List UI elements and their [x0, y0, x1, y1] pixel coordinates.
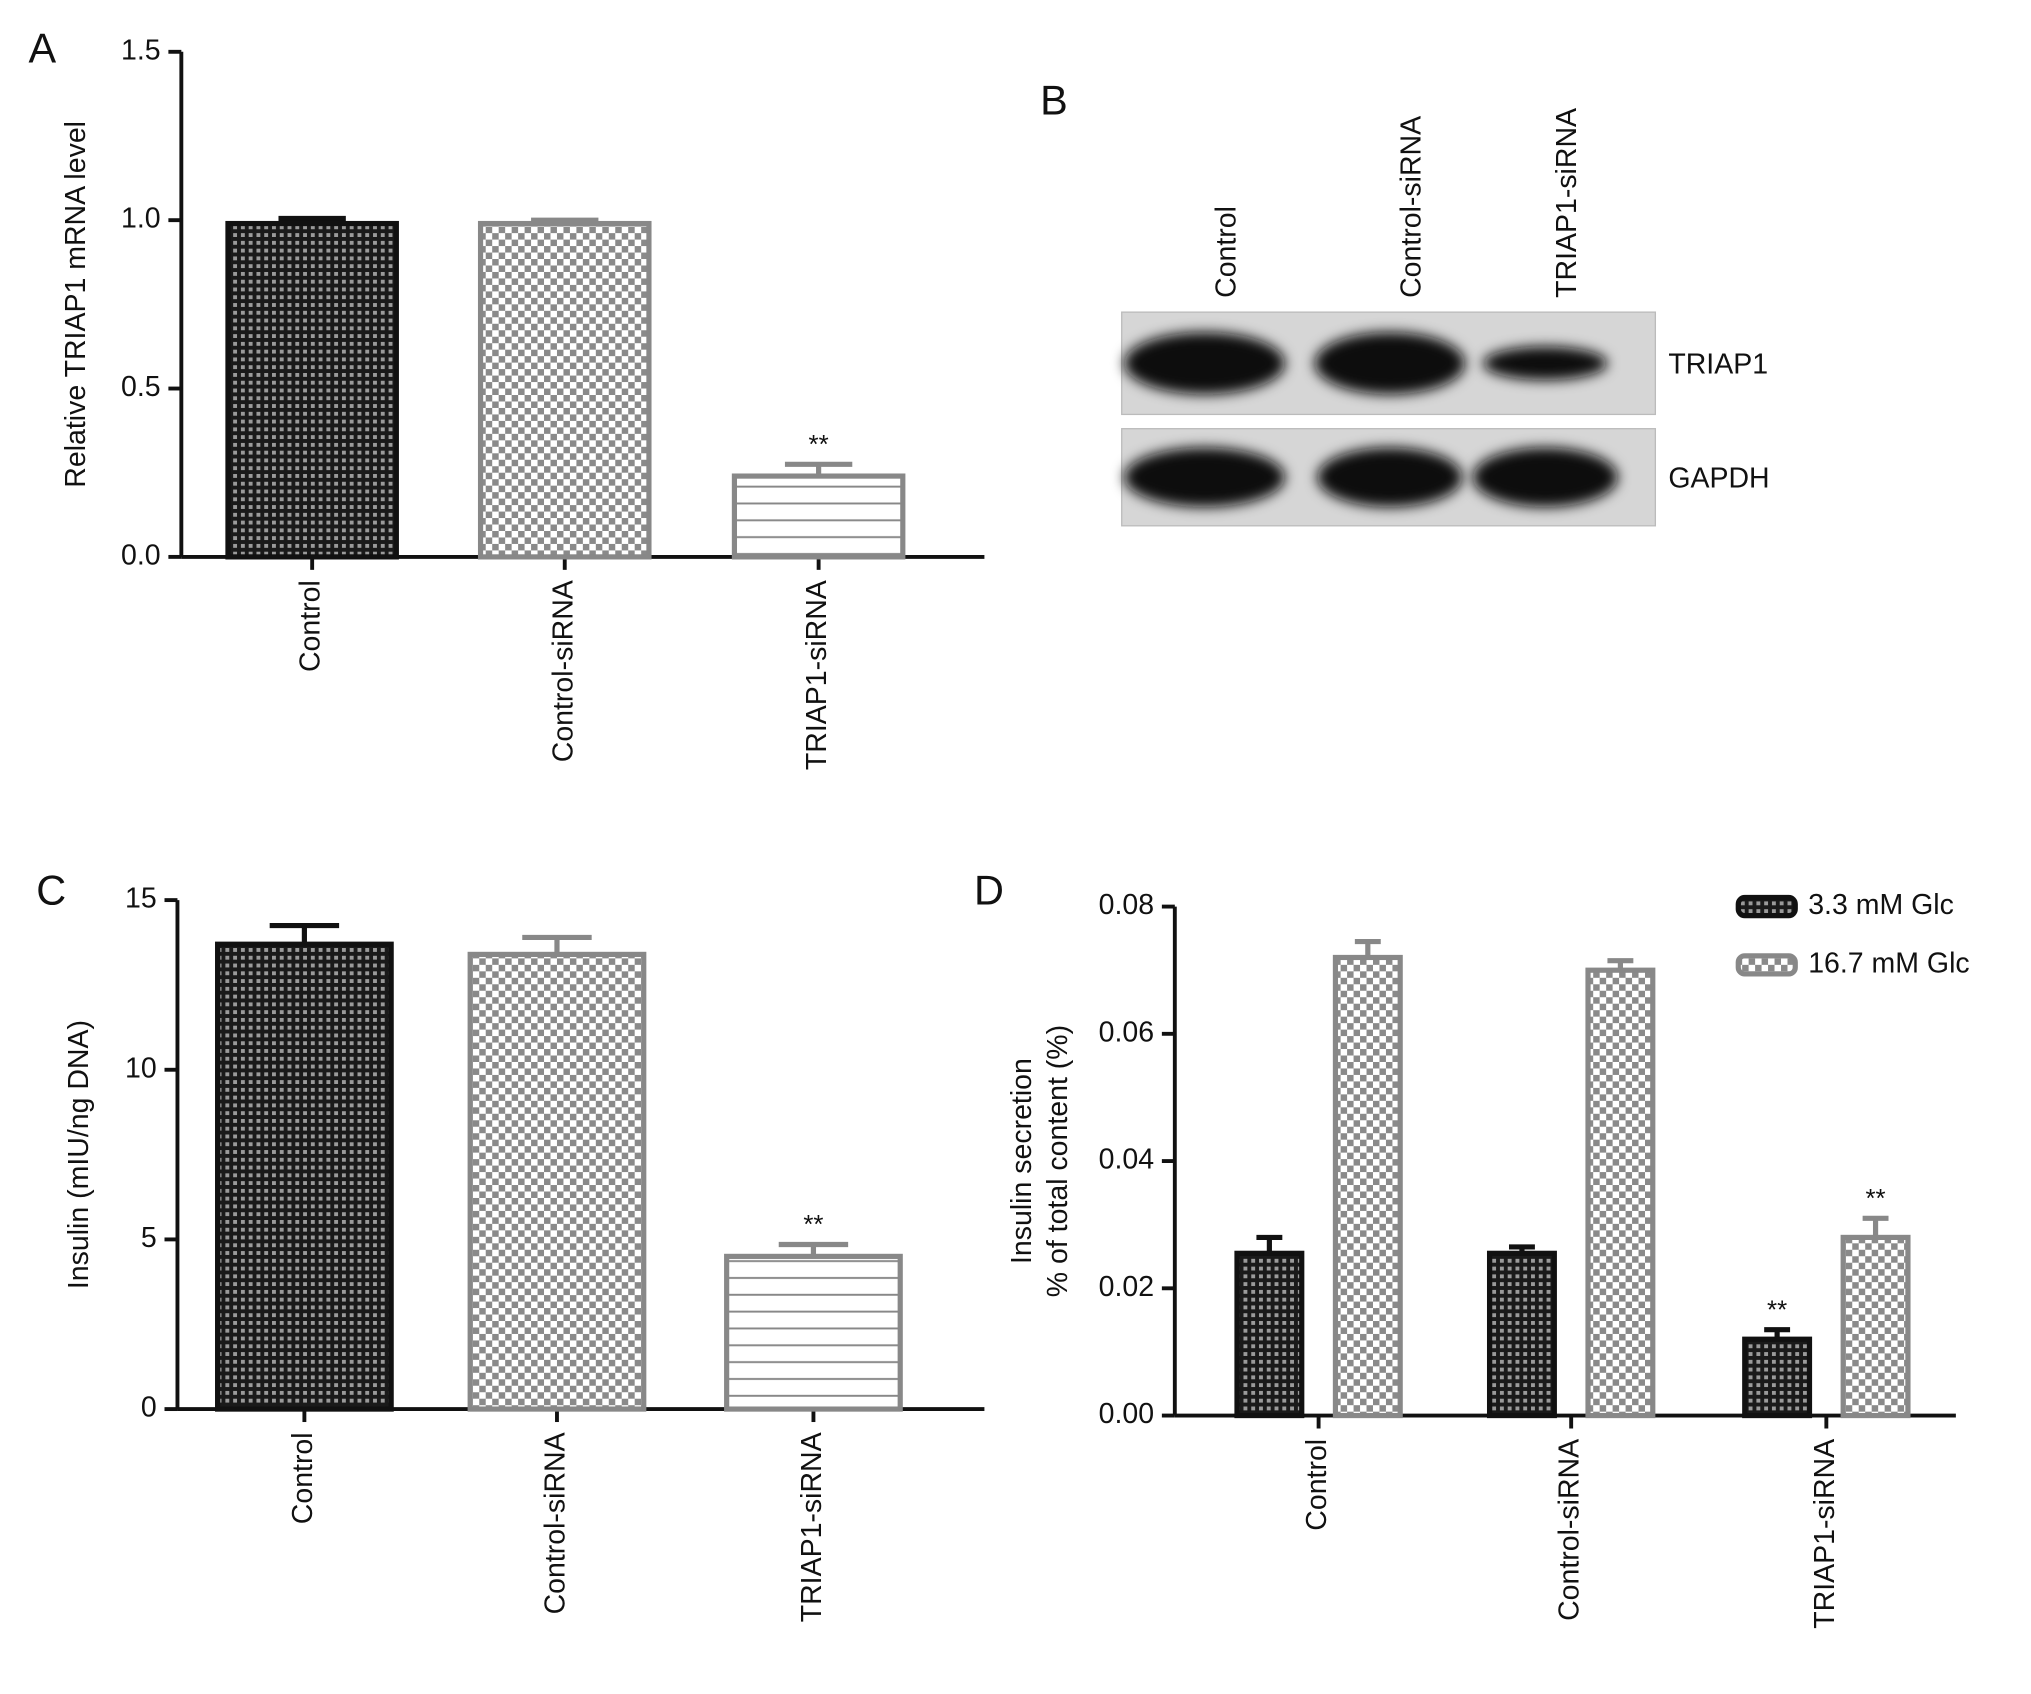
x-tick-label: Control-siRNA — [540, 1432, 572, 1614]
bar — [1742, 1336, 1813, 1419]
significance-label: ** — [809, 431, 829, 459]
y-axis-label: Insulin secretion — [1006, 1058, 1038, 1264]
legend-label: 16.7 mM Glc — [1808, 947, 1969, 979]
bar — [1234, 1250, 1305, 1419]
y-tick-label: 0.06 — [1099, 1016, 1154, 1048]
bar — [724, 1253, 903, 1412]
bar — [477, 220, 652, 560]
legend-swatch — [1735, 894, 1798, 919]
y-tick-label: 0 — [141, 1392, 157, 1424]
y-tick-label: 5 — [141, 1222, 157, 1254]
bar — [1332, 954, 1403, 1419]
lane-label: Control — [1210, 206, 1242, 298]
x-tick-label: Control-siRNA — [547, 580, 579, 762]
significance-label: ** — [1865, 1185, 1885, 1213]
bar — [1840, 1234, 1911, 1419]
y-tick-label: 0.00 — [1099, 1398, 1154, 1430]
x-tick-label: TRIAP1-siRNA — [801, 580, 833, 770]
lane-label: Control-siRNA — [1396, 116, 1428, 298]
y-tick-label: 15 — [125, 883, 157, 915]
band-label: GAPDH — [1668, 462, 1769, 494]
legend-label: 3.3 mM Glc — [1808, 889, 1954, 921]
y-tick-label: 0.0 — [121, 539, 161, 571]
blot-band — [1124, 447, 1285, 508]
x-tick-label: Control-siRNA — [1554, 1439, 1586, 1621]
legend-swatch — [1735, 953, 1798, 977]
panel-label: C — [36, 867, 66, 914]
y-tick-label: 10 — [125, 1052, 157, 1084]
blot-band — [1483, 346, 1608, 381]
significance-label: ** — [1767, 1296, 1787, 1324]
bar — [215, 941, 394, 1412]
x-tick-label: Control — [287, 1432, 319, 1524]
lane-label: TRIAP1-siRNA — [1551, 108, 1583, 298]
y-tick-label: 1.0 — [121, 203, 161, 235]
y-axis-label: Insulin (mIU/ng DNA) — [63, 1020, 95, 1289]
y-tick-label: 0.08 — [1099, 889, 1154, 921]
x-tick-label: TRIAP1-siRNA — [796, 1432, 828, 1622]
blot-band — [1314, 332, 1465, 395]
x-tick-label: Control — [295, 580, 327, 672]
x-tick-label: TRIAP1-siRNA — [1809, 1439, 1841, 1629]
y-tick-label: 0.5 — [121, 371, 161, 403]
panel-label: B — [1040, 77, 1068, 124]
bar — [225, 220, 399, 560]
panel-label: D — [974, 867, 1004, 914]
band-label: TRIAP1 — [1668, 348, 1768, 380]
blot-band — [1124, 332, 1285, 395]
x-tick-label: Control — [1301, 1439, 1333, 1531]
bar — [731, 473, 906, 560]
y-tick-label: 1.5 — [121, 34, 161, 66]
panel-label: A — [28, 25, 56, 72]
y-axis-label: Relative TRIAP1 mRNA level — [60, 121, 92, 488]
y-tick-label: 0.02 — [1099, 1271, 1154, 1303]
y-tick-label: 0.04 — [1099, 1144, 1154, 1176]
bar — [1585, 967, 1656, 1419]
bar — [1486, 1250, 1557, 1419]
blot-band — [1472, 447, 1618, 508]
significance-label: ** — [803, 1211, 823, 1239]
y-axis-label: % of total content (%) — [1042, 1025, 1074, 1297]
blot-band — [1317, 447, 1463, 508]
bar — [467, 951, 647, 1412]
